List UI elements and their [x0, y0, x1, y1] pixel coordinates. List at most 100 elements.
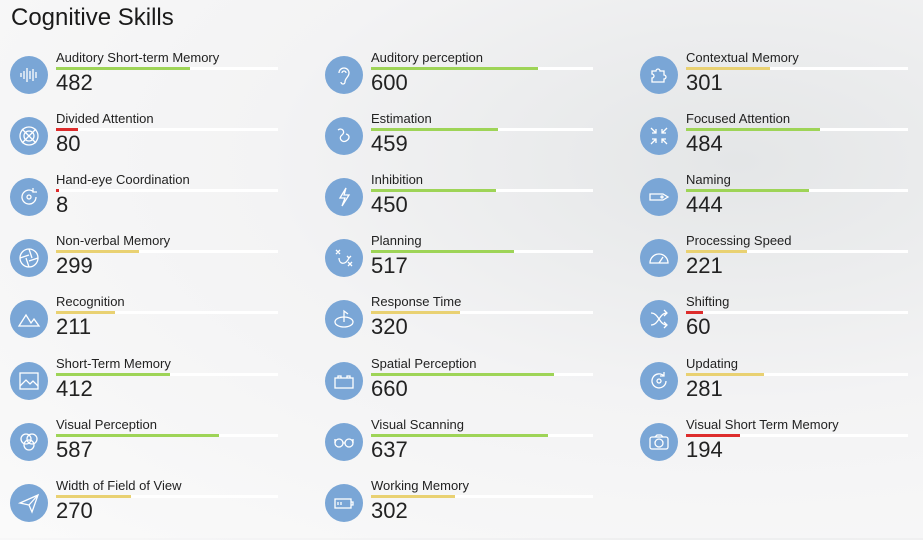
skill-item[interactable]: Auditory perception 600	[325, 50, 610, 112]
skill-score: 301	[686, 70, 723, 95]
timer-icon	[325, 300, 363, 338]
focus-icon	[640, 117, 678, 155]
skill-item[interactable]: Planning 517	[325, 233, 610, 295]
skill-item[interactable]: Processing Speed 221	[640, 233, 923, 295]
skill-label: Working Memory	[371, 478, 470, 493]
score-bar	[56, 373, 278, 376]
score-bar-fill	[686, 128, 821, 131]
speedometer-icon	[640, 239, 678, 277]
score-bar	[686, 67, 908, 70]
score-bar	[371, 311, 593, 314]
skill-label: Divided Attention	[56, 111, 154, 126]
score-bar-fill	[56, 128, 79, 131]
tactics-icon	[325, 239, 363, 277]
skill-score: 459	[371, 131, 408, 156]
skill-label: Non-verbal Memory	[56, 233, 171, 248]
score-bar-fill	[371, 189, 496, 192]
camera-icon	[640, 423, 678, 461]
refresh-icon	[640, 362, 678, 400]
score-bar	[686, 189, 908, 192]
skill-item[interactable]: Working Memory 302	[325, 478, 610, 540]
score-bar-fill	[56, 67, 190, 70]
paper-plane-icon	[10, 484, 48, 522]
ear-icon	[325, 56, 363, 94]
shuffle-icon	[640, 300, 678, 338]
skill-item[interactable]: Shifting 60	[640, 294, 923, 356]
score-bar	[371, 495, 593, 498]
skill-item[interactable]: Visual Scanning 637	[325, 417, 610, 479]
skill-label: Inhibition	[371, 172, 424, 187]
skill-item[interactable]: Response Time 320	[325, 294, 610, 356]
score-bar-fill	[56, 373, 171, 376]
score-bar-fill	[371, 311, 460, 314]
skill-label: Estimation	[371, 111, 432, 126]
skill-label: Naming	[686, 172, 731, 187]
score-bar-fill	[56, 311, 115, 314]
skill-score: 517	[371, 253, 408, 278]
rotate-icon	[10, 178, 48, 216]
skill-score: 660	[371, 376, 408, 401]
skill-item[interactable]: Divided Attention 80	[10, 111, 295, 173]
score-bar	[56, 67, 278, 70]
skill-item[interactable]: Visual Perception 587	[10, 417, 295, 479]
score-bar	[371, 128, 593, 131]
page-title: Cognitive Skills	[11, 4, 174, 31]
skill-score: 600	[371, 70, 408, 95]
squiggle-icon	[325, 117, 363, 155]
score-bar	[56, 128, 278, 131]
skill-item[interactable]: Estimation 459	[325, 111, 610, 173]
skill-label: Auditory perception	[371, 50, 484, 65]
skill-label: Visual Scanning	[371, 417, 464, 432]
circles-icon	[10, 423, 48, 461]
score-bar	[56, 189, 278, 192]
skill-label: Short-Term Memory	[56, 356, 171, 371]
score-bar-fill	[56, 434, 219, 437]
skill-score: 80	[56, 131, 81, 156]
soundwave-icon	[10, 56, 48, 94]
skill-item[interactable]: Naming 444	[640, 172, 923, 234]
skill-score: 450	[371, 192, 408, 217]
skill-item[interactable]: Inhibition 450	[325, 172, 610, 234]
mountains-icon	[10, 300, 48, 338]
crosshair-icon	[10, 117, 48, 155]
skill-score: 8	[56, 192, 69, 217]
score-bar	[371, 67, 593, 70]
aperture-icon	[10, 239, 48, 277]
score-bar-fill	[686, 373, 764, 376]
skill-score: 587	[56, 437, 93, 462]
skill-score: 221	[686, 253, 723, 278]
skill-item[interactable]: Width of Field of View 270	[10, 478, 295, 540]
skill-label: Auditory Short-term Memory	[56, 50, 220, 65]
score-bar-fill	[56, 250, 139, 253]
skill-item[interactable]: Focused Attention 484	[640, 111, 923, 173]
tag-icon	[640, 178, 678, 216]
score-bar	[686, 373, 908, 376]
lightning-icon	[325, 178, 363, 216]
score-bar-fill	[371, 67, 538, 70]
skill-item[interactable]: Non-verbal Memory 299	[10, 233, 295, 295]
score-bar-fill	[56, 189, 60, 192]
skill-item[interactable]: Contextual Memory 301	[640, 50, 923, 112]
skill-item[interactable]: Spatial Perception 660	[325, 356, 610, 418]
glasses-icon	[325, 423, 363, 461]
skill-score: 211	[56, 314, 92, 339]
skill-label: Focused Attention	[686, 111, 791, 126]
score-bar	[686, 250, 908, 253]
score-bar	[56, 434, 278, 437]
skill-label: Hand-eye Coordination	[56, 172, 190, 187]
skill-label: Shifting	[686, 294, 730, 309]
skill-score: 320	[371, 314, 408, 339]
score-bar-fill	[56, 495, 131, 498]
skill-item[interactable]: Updating 281	[640, 356, 923, 418]
skill-score: 484	[686, 131, 723, 156]
skill-item[interactable]: Visual Short Term Memory 194	[640, 417, 923, 479]
skill-item[interactable]: Recognition 211	[10, 294, 295, 356]
skill-item[interactable]: Hand-eye Coordination 8	[10, 172, 295, 234]
skill-label: Recognition	[56, 294, 125, 309]
skill-item[interactable]: Auditory Short-term Memory 482	[10, 50, 295, 112]
skill-item[interactable]: Short-Term Memory 412	[10, 356, 295, 418]
battery-icon	[325, 484, 363, 522]
score-bar-fill	[371, 495, 455, 498]
skill-score: 194	[686, 437, 723, 462]
score-bar-fill	[686, 311, 703, 314]
